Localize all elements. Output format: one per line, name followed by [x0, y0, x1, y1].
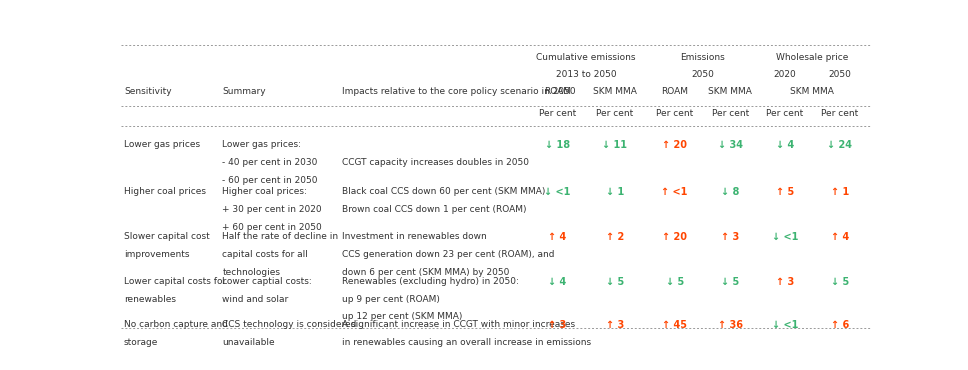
- Text: Per cent: Per cent: [596, 108, 633, 118]
- Text: ↓ 5: ↓ 5: [831, 277, 849, 287]
- Text: Per cent: Per cent: [821, 108, 859, 118]
- Text: up 12 per cent (SKM MMA): up 12 per cent (SKM MMA): [343, 313, 463, 322]
- Text: Wholesale price: Wholesale price: [776, 53, 849, 62]
- Text: ↑ <1: ↑ <1: [661, 187, 688, 197]
- Text: + 60 per cent in 2050: + 60 per cent in 2050: [223, 223, 322, 232]
- Text: Summary: Summary: [223, 87, 266, 96]
- Text: ↓ 1: ↓ 1: [606, 187, 623, 197]
- Text: ↑ 1: ↑ 1: [831, 187, 849, 197]
- Text: Per cent: Per cent: [539, 108, 576, 118]
- Text: ↑ 4: ↑ 4: [831, 232, 849, 242]
- Text: ↓ 4: ↓ 4: [549, 277, 566, 287]
- Text: Per cent: Per cent: [656, 108, 693, 118]
- Text: Half the rate of decline in: Half the rate of decline in: [223, 232, 339, 242]
- Text: Impacts relative to the core policy scenario in 2050: Impacts relative to the core policy scen…: [343, 87, 576, 96]
- Text: Cumulative emissions: Cumulative emissions: [536, 53, 636, 62]
- Text: 2013 to 2050: 2013 to 2050: [556, 70, 617, 79]
- Text: Per cent: Per cent: [767, 108, 803, 118]
- Text: 2050: 2050: [691, 70, 713, 79]
- Text: CCS technology is considered: CCS technology is considered: [223, 320, 356, 329]
- Text: Per cent: Per cent: [711, 108, 749, 118]
- Text: ↓ 11: ↓ 11: [602, 140, 627, 150]
- Text: ↓ 5: ↓ 5: [721, 277, 740, 287]
- Text: ↑ 20: ↑ 20: [662, 140, 687, 150]
- Text: Renewables (excluding hydro) in 2050:: Renewables (excluding hydro) in 2050:: [343, 277, 519, 286]
- Text: ↑ 2: ↑ 2: [606, 232, 623, 242]
- Text: ↑ 20: ↑ 20: [662, 232, 687, 242]
- Text: Lower gas prices: Lower gas prices: [124, 140, 200, 149]
- Text: + 30 per cent in 2020: + 30 per cent in 2020: [223, 205, 322, 214]
- Text: capital costs for all: capital costs for all: [223, 250, 308, 259]
- Text: improvements: improvements: [124, 250, 190, 259]
- Text: Investment in renewables down: Investment in renewables down: [343, 232, 487, 242]
- Text: Higher coal prices: Higher coal prices: [124, 187, 206, 196]
- Text: CCS generation down 23 per cent (ROAM), and: CCS generation down 23 per cent (ROAM), …: [343, 250, 555, 259]
- Text: ↑ 3: ↑ 3: [606, 320, 623, 330]
- Text: Emissions: Emissions: [681, 53, 725, 62]
- Text: renewables: renewables: [124, 295, 176, 303]
- Text: storage: storage: [124, 338, 159, 347]
- Text: down 6 per cent (SKM MMA) by 2050: down 6 per cent (SKM MMA) by 2050: [343, 268, 510, 278]
- Text: Lower capital costs for: Lower capital costs for: [124, 277, 227, 286]
- Text: A significant increase in CCGT with minor increases: A significant increase in CCGT with mino…: [343, 320, 575, 329]
- Text: Sensitivity: Sensitivity: [124, 87, 171, 96]
- Text: - 40 per cent in 2030: - 40 per cent in 2030: [223, 158, 318, 167]
- Text: ROAM: ROAM: [661, 87, 688, 96]
- Text: SKM MMA: SKM MMA: [709, 87, 752, 96]
- Text: ↑ 3: ↑ 3: [775, 277, 794, 287]
- Text: ↑ 6: ↑ 6: [831, 320, 849, 330]
- Text: 2020: 2020: [773, 70, 797, 79]
- Text: CCGT capacity increases doubles in 2050: CCGT capacity increases doubles in 2050: [343, 158, 529, 167]
- Text: unavailable: unavailable: [223, 338, 275, 347]
- Text: Black coal CCS down 60 per cent (SKM MMA): Black coal CCS down 60 per cent (SKM MMA…: [343, 187, 546, 196]
- Text: ↑ 45: ↑ 45: [662, 320, 687, 330]
- Text: ↑ 5: ↑ 5: [775, 187, 794, 197]
- Text: No carbon capture and: No carbon capture and: [124, 320, 227, 329]
- Text: ↓ <1: ↓ <1: [544, 187, 571, 197]
- Text: wind and solar: wind and solar: [223, 295, 288, 303]
- Text: up 9 per cent (ROAM): up 9 per cent (ROAM): [343, 295, 440, 303]
- Text: technologies: technologies: [223, 268, 281, 278]
- Text: ↑ 3: ↑ 3: [721, 232, 740, 242]
- Text: ↓ 5: ↓ 5: [606, 277, 623, 287]
- Text: - 60 per cent in 2050: - 60 per cent in 2050: [223, 176, 318, 185]
- Text: ↓ 5: ↓ 5: [666, 277, 683, 287]
- Text: SKM MMA: SKM MMA: [790, 87, 834, 96]
- Text: ↓ 4: ↓ 4: [775, 140, 794, 150]
- Text: Lower gas prices:: Lower gas prices:: [223, 140, 301, 149]
- Text: ↑ 36: ↑ 36: [717, 320, 742, 330]
- Text: ↓ 18: ↓ 18: [545, 140, 570, 150]
- Text: ↓ <1: ↓ <1: [771, 232, 798, 242]
- Text: ↓ 8: ↓ 8: [721, 187, 740, 197]
- Text: ↓ <1: ↓ <1: [771, 320, 798, 330]
- Text: Higher coal prices:: Higher coal prices:: [223, 187, 307, 196]
- Text: Brown coal CCS down 1 per cent (ROAM): Brown coal CCS down 1 per cent (ROAM): [343, 205, 527, 214]
- Text: 2050: 2050: [829, 70, 851, 79]
- Text: in renewables causing an overall increase in emissions: in renewables causing an overall increas…: [343, 338, 591, 347]
- Text: ↓ 34: ↓ 34: [717, 140, 742, 150]
- Text: Lower captial costs:: Lower captial costs:: [223, 277, 312, 286]
- Text: ↓ 24: ↓ 24: [828, 140, 852, 150]
- Text: ↑ 4: ↑ 4: [549, 232, 566, 242]
- Text: ↑ 3: ↑ 3: [549, 320, 566, 330]
- Text: SKM MMA: SKM MMA: [592, 87, 637, 96]
- Text: Slower capital cost: Slower capital cost: [124, 232, 210, 242]
- Text: ROAM: ROAM: [544, 87, 571, 96]
